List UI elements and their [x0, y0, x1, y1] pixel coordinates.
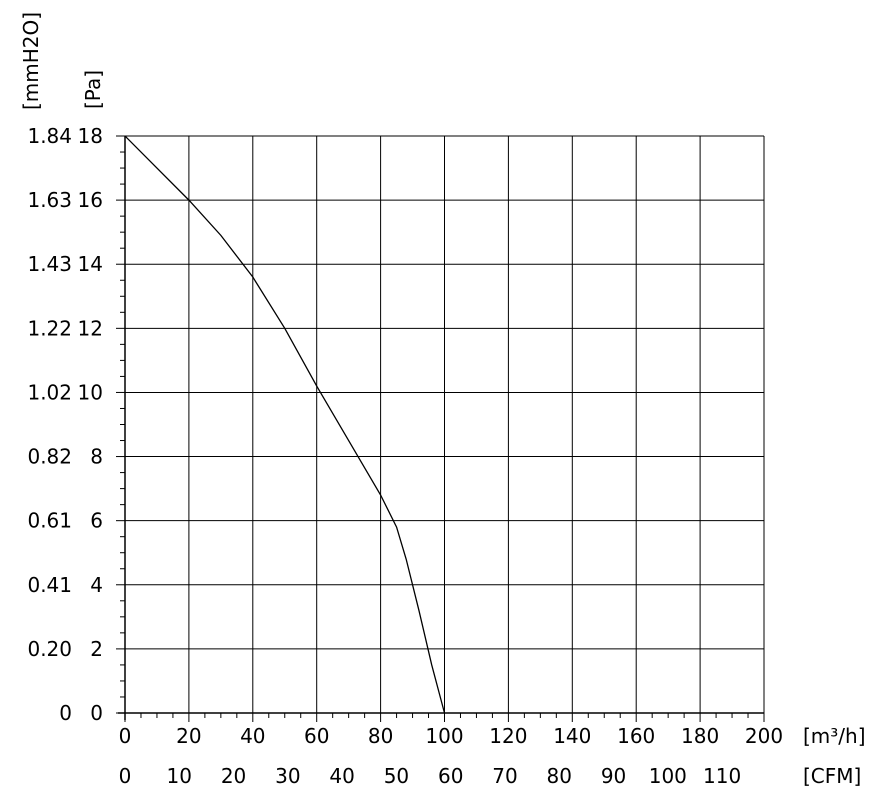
x-primary-tick-label-7: 140 — [553, 724, 591, 748]
y-secondary-tick-label-6: 1.22 — [27, 316, 72, 340]
axes — [118, 136, 764, 720]
x-secondary-tick-label-11: 110 — [703, 764, 741, 788]
x-primary-tick-label-3: 60 — [304, 724, 329, 748]
grid — [124, 135, 765, 714]
x-primary-tick-label-4: 80 — [368, 724, 393, 748]
x-primary-tick-label-0: 0 — [119, 724, 132, 748]
y-primary-tick-label-8: 16 — [78, 188, 103, 212]
y-secondary-tick-label-0: 0 — [59, 701, 72, 725]
series-line — [124, 135, 446, 714]
y-primary-unit-label: [Pa] — [81, 70, 105, 109]
x-secondary-tick-label-4: 40 — [329, 764, 354, 788]
y-secondary-unit-label: [mmH2O] — [19, 12, 43, 110]
x-secondary-unit-label: [CFM] — [803, 764, 861, 788]
x-primary-unit-label: [m³/h] — [803, 724, 866, 748]
y-primary-tick-label-1: 2 — [90, 637, 103, 661]
y-primary-tick-label-3: 6 — [90, 509, 103, 533]
x-secondary-tick-label-7: 70 — [492, 764, 517, 788]
x-secondary-tick-label-9: 90 — [601, 764, 626, 788]
y-secondary-tick-label-3: 0.61 — [27, 509, 72, 533]
x-primary-tick-label-2: 40 — [240, 724, 265, 748]
y-primary-tick-label-0: 0 — [90, 701, 103, 725]
x-secondary-tick-label-8: 80 — [547, 764, 572, 788]
y-secondary-tick-label-9: 1.84 — [27, 124, 72, 148]
y-primary-tick-label-2: 4 — [90, 573, 103, 597]
y-secondary-tick-label-4: 0.82 — [27, 445, 72, 469]
x-secondary-tick-label-5: 50 — [384, 764, 409, 788]
x-primary-tick-label-8: 160 — [617, 724, 655, 748]
x-secondary-tick-label-6: 60 — [438, 764, 463, 788]
x-primary-tick-label-1: 20 — [176, 724, 201, 748]
x-secondary-tick-label-3: 30 — [275, 764, 300, 788]
y-primary-tick-label-7: 14 — [78, 252, 103, 276]
y-secondary-tick-label-2: 0.41 — [27, 573, 72, 597]
y-primary-tick-label-5: 10 — [78, 380, 103, 404]
x-primary-tick-label-10: 200 — [745, 724, 783, 748]
y-primary-tick-label-4: 8 — [90, 445, 103, 469]
x-secondary-tick-label-0: 0 — [119, 764, 132, 788]
y-primary-tick-label-6: 12 — [78, 316, 103, 340]
y-secondary-tick-label-7: 1.43 — [27, 252, 72, 276]
y-secondary-tick-label-5: 1.02 — [27, 380, 72, 404]
y-secondary-tick-label-8: 1.63 — [27, 188, 72, 212]
x-primary-tick-label-9: 180 — [681, 724, 719, 748]
x-secondary-tick-label-1: 10 — [167, 764, 192, 788]
y-primary-tick-label-9: 18 — [78, 124, 103, 148]
x-secondary-tick-label-2: 20 — [221, 764, 246, 788]
minor-ticks — [116, 135, 765, 722]
x-primary-tick-label-6: 120 — [489, 724, 527, 748]
x-primary-tick-label-5: 100 — [425, 724, 463, 748]
x-secondary-tick-label-10: 100 — [649, 764, 687, 788]
y-secondary-tick-label-1: 0.20 — [27, 637, 72, 661]
